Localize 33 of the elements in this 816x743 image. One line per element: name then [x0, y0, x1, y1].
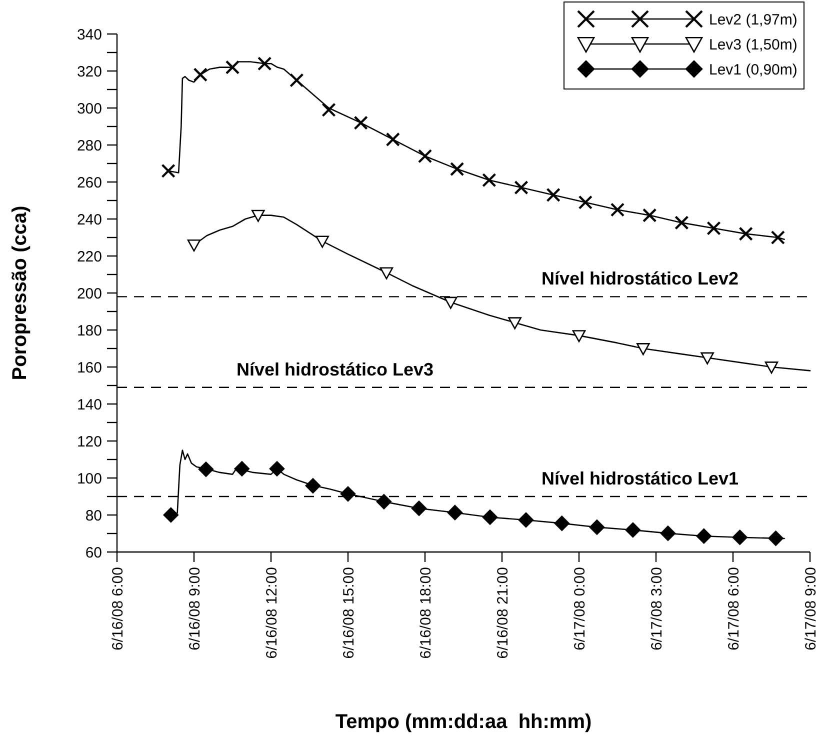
legend-label: Lev2 (1,97m)	[709, 11, 798, 28]
ref-line-label: Nível hidrostático Lev2	[541, 268, 739, 289]
y-tick-label: 60	[85, 544, 102, 562]
y-tick-label: 280	[76, 137, 102, 154]
y-tick-label: 80	[85, 507, 102, 524]
y-tick-label: 240	[76, 211, 102, 228]
y-tick-label: 160	[76, 359, 102, 376]
x-tick-label: 6/16/08 12:00	[263, 567, 280, 659]
ref-line-label: Nível hidrostático Lev1	[541, 468, 739, 488]
legend-label: Lev3 (1,50m)	[709, 36, 798, 54]
x-tick-label: 6/16/08 15:00	[340, 567, 358, 659]
y-tick-label: 340	[76, 26, 102, 44]
y-axis-title: Poropressão (cca)	[9, 206, 31, 380]
x-tick-label: 6/16/08 6:00	[109, 567, 126, 650]
y-tick-label: 140	[76, 396, 102, 414]
y-tick-label: 220	[76, 248, 102, 266]
legend-label: Lev1 (0,90m)	[709, 61, 798, 78]
x-tick-label: 6/16/08 21:00	[494, 567, 512, 659]
x-tick-label: 6/16/08 9:00	[186, 567, 204, 650]
x-tick-label: 6/17/08 0:00	[571, 567, 588, 650]
y-tick-label: 100	[76, 470, 102, 488]
x-tick-label: 6/16/08 18:00	[417, 567, 434, 659]
y-tick-label: 320	[76, 63, 102, 80]
y-tick-label: 300	[76, 100, 102, 118]
y-tick-label: 180	[76, 322, 102, 340]
ref-line-label: Nível hidrostático Lev3	[236, 359, 434, 380]
y-tick-label: 260	[76, 174, 102, 192]
y-tick-label: 120	[76, 433, 102, 450]
x-tick-label: 6/17/08 9:00	[802, 567, 816, 650]
x-axis-title: Tempo (mm:dd:aa hh:mm)	[335, 711, 592, 733]
x-tick-label: 6/17/08 3:00	[648, 567, 666, 650]
y-tick-label: 200	[76, 285, 102, 302]
x-tick-label: 6/17/08 6:00	[725, 567, 742, 650]
